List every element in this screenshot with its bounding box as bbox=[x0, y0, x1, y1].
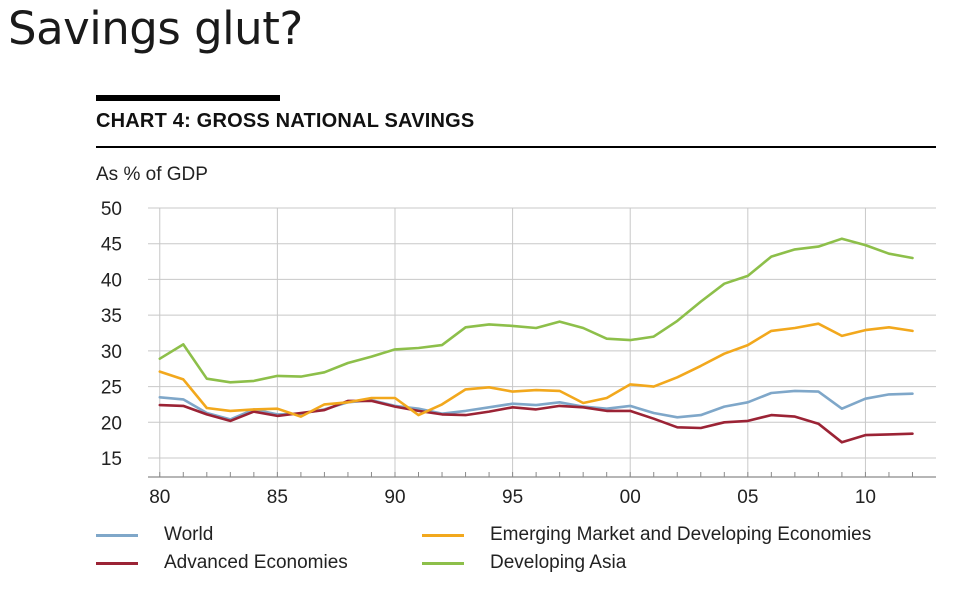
series-line-emerging-market-and-developing-economies bbox=[158, 322, 914, 418]
legend-label-world: World bbox=[164, 524, 214, 545]
y-axis-label: As % of GDP bbox=[96, 164, 208, 185]
legend-swatch-advanced-economies bbox=[96, 561, 138, 565]
legend-label-advanced-economies: Advanced Economies bbox=[164, 552, 348, 573]
y-tick-label: 45 bbox=[101, 235, 122, 256]
y-tick-label: 20 bbox=[101, 413, 122, 434]
chart-legend: World Advanced Economies Emerging Market… bbox=[96, 522, 936, 582]
x-tick-label: 00 bbox=[620, 487, 641, 508]
x-tick-label: 05 bbox=[737, 487, 758, 508]
chart-title-rule bbox=[96, 146, 936, 148]
axis-ticks: 15 20 25 30 35 40 45 50 80 85 90 95 00 05 10 bbox=[101, 199, 936, 508]
legend-swatch-developing-asia bbox=[422, 561, 464, 565]
y-tick-label: 40 bbox=[101, 270, 122, 291]
x-tick-label: 95 bbox=[502, 487, 523, 508]
y-tick-label: 30 bbox=[101, 342, 122, 363]
x-tick-label: 80 bbox=[149, 487, 170, 508]
slide-title: Savings glut? bbox=[8, 2, 303, 55]
series-lines bbox=[158, 237, 914, 444]
y-tick-label: 25 bbox=[101, 378, 122, 399]
legend-swatch-emerging-market bbox=[422, 533, 464, 537]
legend-swatch-world bbox=[96, 533, 138, 537]
chart-title-accent-bar bbox=[96, 95, 280, 101]
y-tick-label: 35 bbox=[101, 306, 122, 327]
series-line-advanced-economies bbox=[158, 399, 914, 444]
y-tick-label: 50 bbox=[101, 199, 122, 220]
gridlines bbox=[148, 207, 936, 477]
x-tick-label: 90 bbox=[384, 487, 405, 508]
legend-item-world: World bbox=[96, 524, 213, 546]
legend-item-developing-asia: Developing Asia bbox=[422, 552, 626, 574]
legend-label-emerging-market: Emerging Market and Developing Economies bbox=[490, 524, 872, 545]
series-line-developing-asia bbox=[158, 237, 914, 384]
legend-item-emerging-market: Emerging Market and Developing Economies bbox=[422, 524, 871, 546]
y-tick-label: 15 bbox=[101, 449, 122, 470]
x-tick-label: 10 bbox=[855, 487, 876, 508]
legend-item-advanced-economies: Advanced Economies bbox=[96, 552, 348, 574]
chart-title: CHART 4: GROSS NATIONAL SAVINGS bbox=[96, 110, 475, 132]
x-tick-label: 85 bbox=[267, 487, 288, 508]
legend-label-developing-asia: Developing Asia bbox=[490, 552, 627, 573]
